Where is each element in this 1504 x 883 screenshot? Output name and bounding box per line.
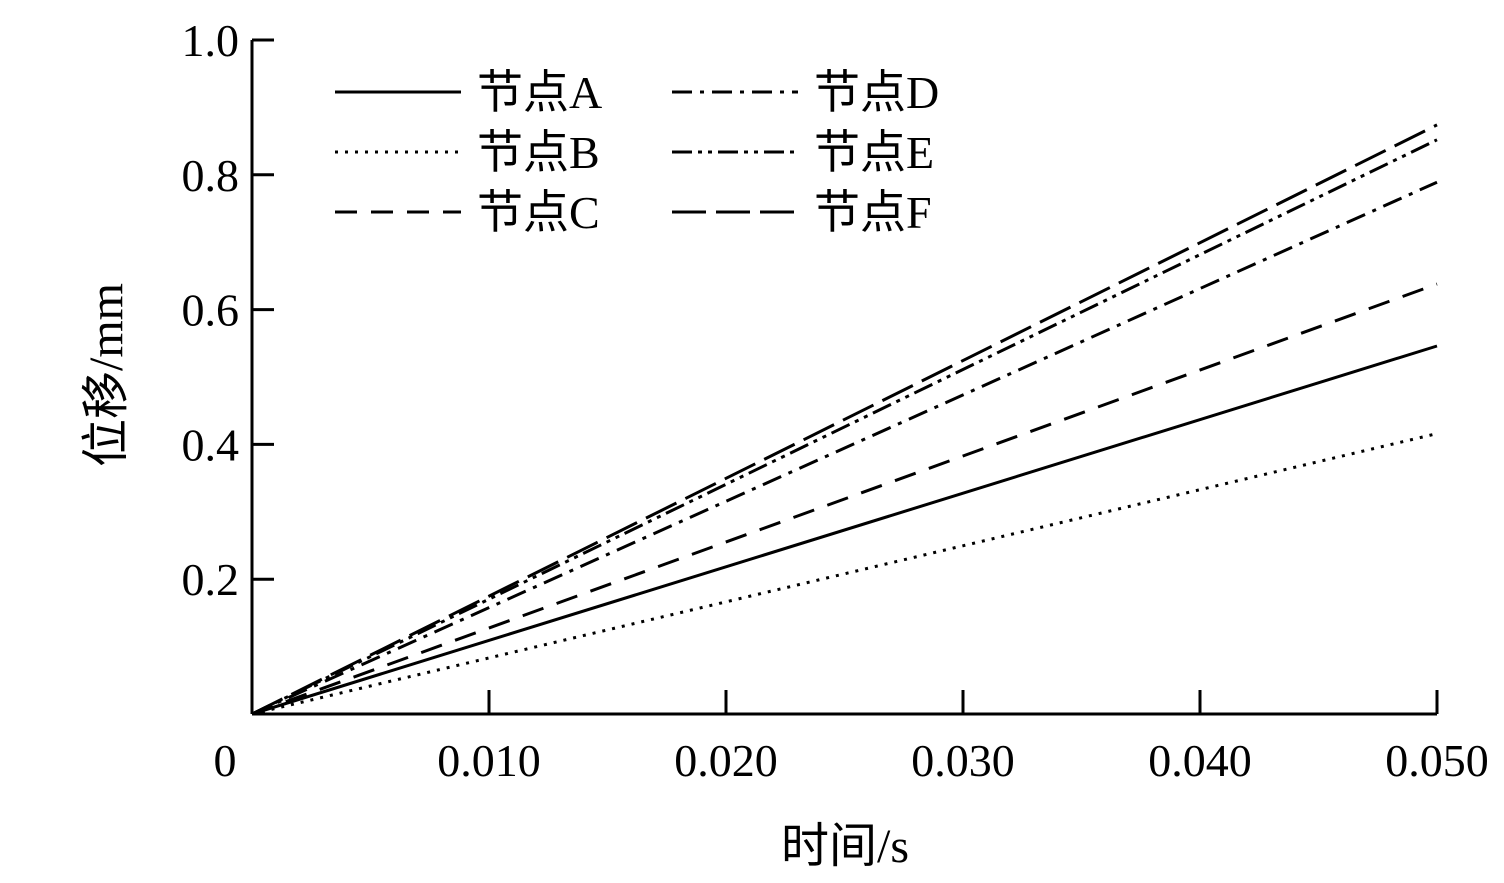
y-axis-title: 位移/mm <box>80 283 133 467</box>
x-axis-title: 时间/s <box>781 820 909 873</box>
y-tick-label: 0.6 <box>182 285 240 336</box>
series-line-4 <box>251 180 1438 716</box>
series-line-3 <box>251 282 1438 716</box>
series-group <box>251 123 1438 716</box>
x-tick-label: 0 <box>214 735 237 786</box>
legend-label-4: 节点D <box>814 67 939 118</box>
legend-label-6: 节点F <box>814 187 932 238</box>
x-tick-label: 0.020 <box>674 735 778 786</box>
legend-label-5: 节点E <box>814 127 934 178</box>
x-tick-label: 0.040 <box>1148 735 1252 786</box>
x-tick-label: 0.030 <box>911 735 1015 786</box>
legend-label-2: 节点B <box>477 127 600 178</box>
y-tick-label: 0.4 <box>182 419 240 470</box>
x-tick-label: 0.050 <box>1385 735 1489 786</box>
y-tick-label: 1.0 <box>182 15 240 66</box>
y-tick-label: 0.2 <box>182 554 240 605</box>
series-line-5 <box>251 138 1438 716</box>
legend: 节点A 节点B 节点C 节点D 节点E 节点F <box>335 67 939 238</box>
series-line-1 <box>251 344 1438 716</box>
legend-label-1: 节点A <box>477 67 602 118</box>
series-line-2 <box>251 432 1438 716</box>
series-line-6 <box>251 123 1438 716</box>
axes: 0 0.010 0.020 0.030 0.040 0.050 0.2 0.4 0.6 0.8 1.… <box>182 15 1489 786</box>
x-tick-label: 0.010 <box>437 735 541 786</box>
y-tick-label: 0.8 <box>182 150 240 201</box>
legend-label-3: 节点C <box>477 187 600 238</box>
